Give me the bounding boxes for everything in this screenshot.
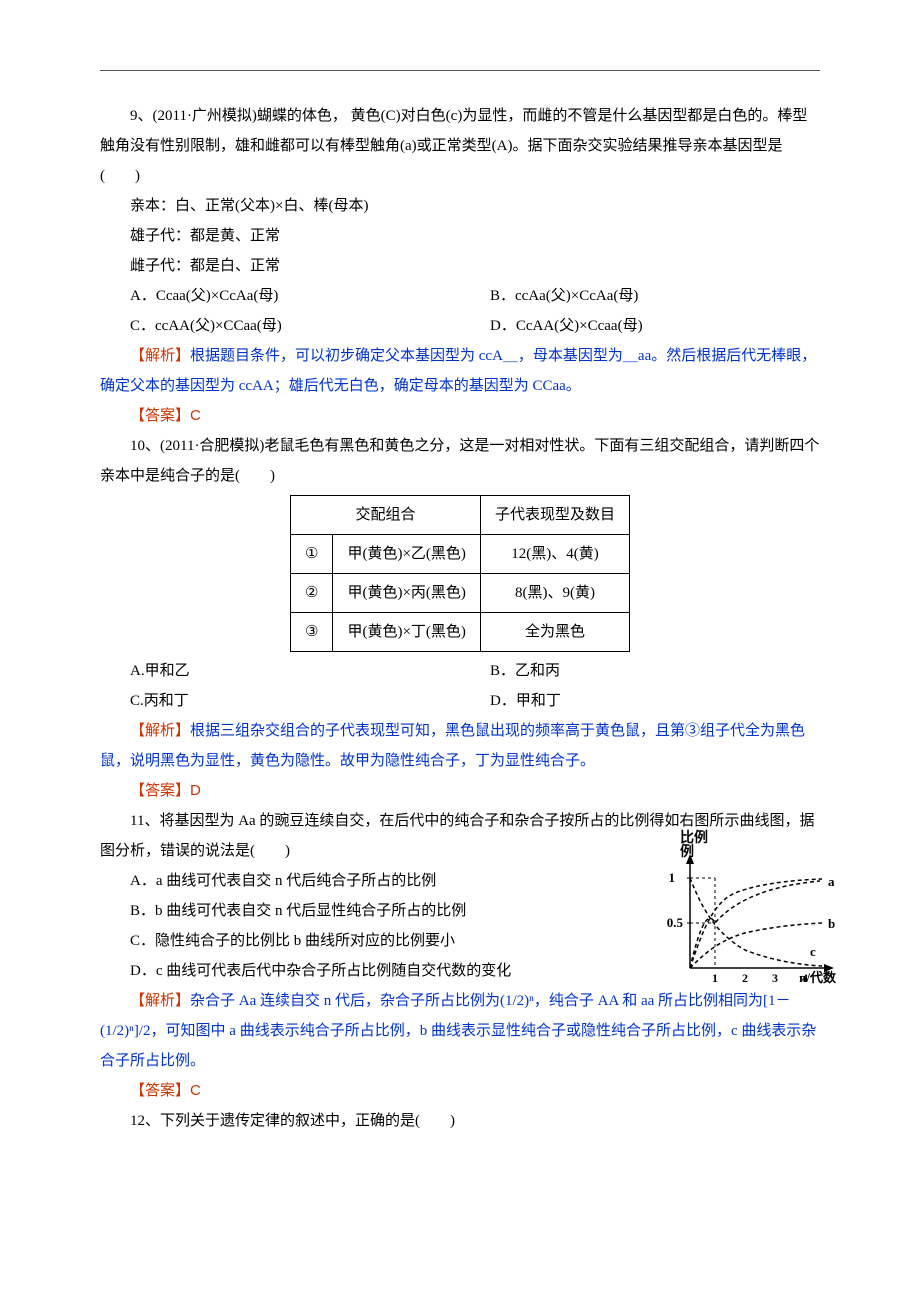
q9-female-offspring: 雌子代：都是白、正常 bbox=[100, 251, 820, 281]
q12-stem: 12、下列关于遗传定律的叙述中，正确的是( ) bbox=[100, 1106, 820, 1136]
q10-r1-num: ① bbox=[291, 535, 333, 574]
chart-y-label: 比例 bbox=[680, 829, 708, 846]
table-row: ② 甲(黄色)×丙(黑色) 8(黑)、9(黄) bbox=[291, 574, 630, 613]
q9-answer: 【答案】C bbox=[100, 401, 820, 431]
q11-container: 比例 例 1 0.5 1 2 3 4 a b c n/代数 bbox=[100, 806, 820, 986]
curve-b-path bbox=[690, 923, 822, 968]
q10-option-b: B．乙和丙 bbox=[460, 656, 820, 686]
q10-r2-result: 8(黑)、9(黄) bbox=[480, 574, 629, 613]
q10-answer: 【答案】D bbox=[100, 776, 820, 806]
q10-stem: 10、(2011·合肥模拟)老鼠毛色有黑色和黄色之分，这是一对相对性状。下面有三… bbox=[100, 431, 820, 491]
q10-head-cross: 交配组合 bbox=[291, 496, 481, 535]
q9-option-b: B．ccAa(父)×CcAa(母) bbox=[460, 281, 820, 311]
q10-option-a: A.甲和乙 bbox=[100, 656, 460, 686]
q9-option-c: C．ccAA(父)×CCaa(母) bbox=[100, 311, 460, 341]
q9-options-row1: A．Ccaa(父)×CcAa(母) B．ccAa(父)×CcAa(母) bbox=[100, 281, 820, 311]
chart-y-label2: 例 bbox=[680, 843, 694, 860]
q10-option-d: D．甲和丁 bbox=[460, 686, 820, 716]
q11-analysis: 【解析】杂合子 Aa 连续自交 n 代后，杂合子所占比例为(1/2)ⁿ，纯合子 … bbox=[100, 986, 820, 1076]
y-tick-label-1: 1 bbox=[669, 870, 676, 885]
q11-answer: 【答案】C bbox=[100, 1076, 820, 1106]
q10-r3-result: 全为黑色 bbox=[480, 613, 629, 652]
x-tick-3: 3 bbox=[772, 971, 778, 985]
q11-answer-value: C bbox=[190, 1082, 201, 1099]
curve-a-label: a bbox=[828, 874, 835, 889]
q9-analysis-text: 根据题目条件，可以初步确定父本基因型为 ccA＿，母本基因型为＿aa。然后根据后… bbox=[100, 348, 816, 394]
answer-label: 【答案】 bbox=[130, 783, 190, 799]
x-tick-2: 2 bbox=[742, 971, 748, 985]
q10-analysis-text: 根据三组杂交组合的子代表现型可知，黑色鼠出现的频率高于黄色鼠，且第③组子代全为黑… bbox=[100, 723, 805, 769]
q11-analysis-text: 杂合子 Aa 连续自交 n 代后，杂合子所占比例为(1/2)ⁿ，纯合子 AA 和… bbox=[100, 993, 816, 1069]
q10-r2-cross: 甲(黄色)×丙(黑色) bbox=[333, 574, 480, 613]
q10-r2-num: ② bbox=[291, 574, 333, 613]
q9-answer-value: C bbox=[190, 407, 201, 424]
q10-r1-cross: 甲(黄色)×乙(黑色) bbox=[333, 535, 480, 574]
q9-option-d: D．CcAA(父)×Ccaa(母) bbox=[460, 311, 820, 341]
q9-analysis: 【解析】根据题目条件，可以初步确定父本基因型为 ccA＿，母本基因型为＿aa。然… bbox=[100, 341, 820, 401]
table-row: ③ 甲(黄色)×丁(黑色) 全为黑色 bbox=[291, 613, 630, 652]
table-row: ① 甲(黄色)×乙(黑色) 12(黑)、4(黄) bbox=[291, 535, 630, 574]
q10-r1-result: 12(黑)、4(黄) bbox=[480, 535, 629, 574]
q10-answer-value: D bbox=[190, 782, 201, 799]
answer-label: 【答案】 bbox=[130, 1083, 190, 1099]
q10-table: 交配组合 子代表现型及数目 ① 甲(黄色)×乙(黑色) 12(黑)、4(黄) ②… bbox=[290, 495, 630, 652]
table-head-row: 交配组合 子代表现型及数目 bbox=[291, 496, 630, 535]
q9-parents: 亲本：白、正常(父本)×白、棒(母本) bbox=[100, 191, 820, 221]
chart-x-label: n/代数 bbox=[799, 970, 837, 985]
curve-b-label: b bbox=[828, 916, 835, 931]
curve-c-label: c bbox=[810, 944, 816, 959]
q10-r3-num: ③ bbox=[291, 613, 333, 652]
q10-analysis: 【解析】根据三组杂交组合的子代表现型可知，黑色鼠出现的频率高于黄色鼠，且第③组子… bbox=[100, 716, 820, 776]
curve-c-path bbox=[690, 878, 822, 966]
analysis-label: 【解析】 bbox=[130, 348, 190, 364]
q9-options-row2: C．ccAA(父)×CCaa(母) D．CcAA(父)×Ccaa(母) bbox=[100, 311, 820, 341]
x-tick-1: 1 bbox=[712, 971, 718, 985]
q9-male-offspring: 雄子代：都是黄、正常 bbox=[100, 221, 820, 251]
q10-option-c: C.丙和丁 bbox=[100, 686, 460, 716]
q11-chart: 比例 例 1 0.5 1 2 3 4 a b c n/代数 bbox=[650, 828, 850, 988]
y-tick-label-05: 0.5 bbox=[667, 915, 684, 930]
q10-r3-cross: 甲(黄色)×丁(黑色) bbox=[333, 613, 480, 652]
top-divider bbox=[100, 70, 820, 71]
q9-stem: 9、(2011·广州模拟)蝴蝶的体色， 黄色(C)对白色(c)为显性，而雌的不管… bbox=[100, 101, 820, 191]
analysis-label: 【解析】 bbox=[130, 993, 190, 1009]
q10-options-row1: A.甲和乙 B．乙和丙 bbox=[100, 656, 820, 686]
answer-label: 【答案】 bbox=[130, 408, 190, 424]
q9-option-a: A．Ccaa(父)×CcAa(母) bbox=[100, 281, 460, 311]
q10-options-row2: C.丙和丁 D．甲和丁 bbox=[100, 686, 820, 716]
q10-head-result: 子代表现型及数目 bbox=[480, 496, 629, 535]
analysis-label: 【解析】 bbox=[130, 723, 190, 739]
